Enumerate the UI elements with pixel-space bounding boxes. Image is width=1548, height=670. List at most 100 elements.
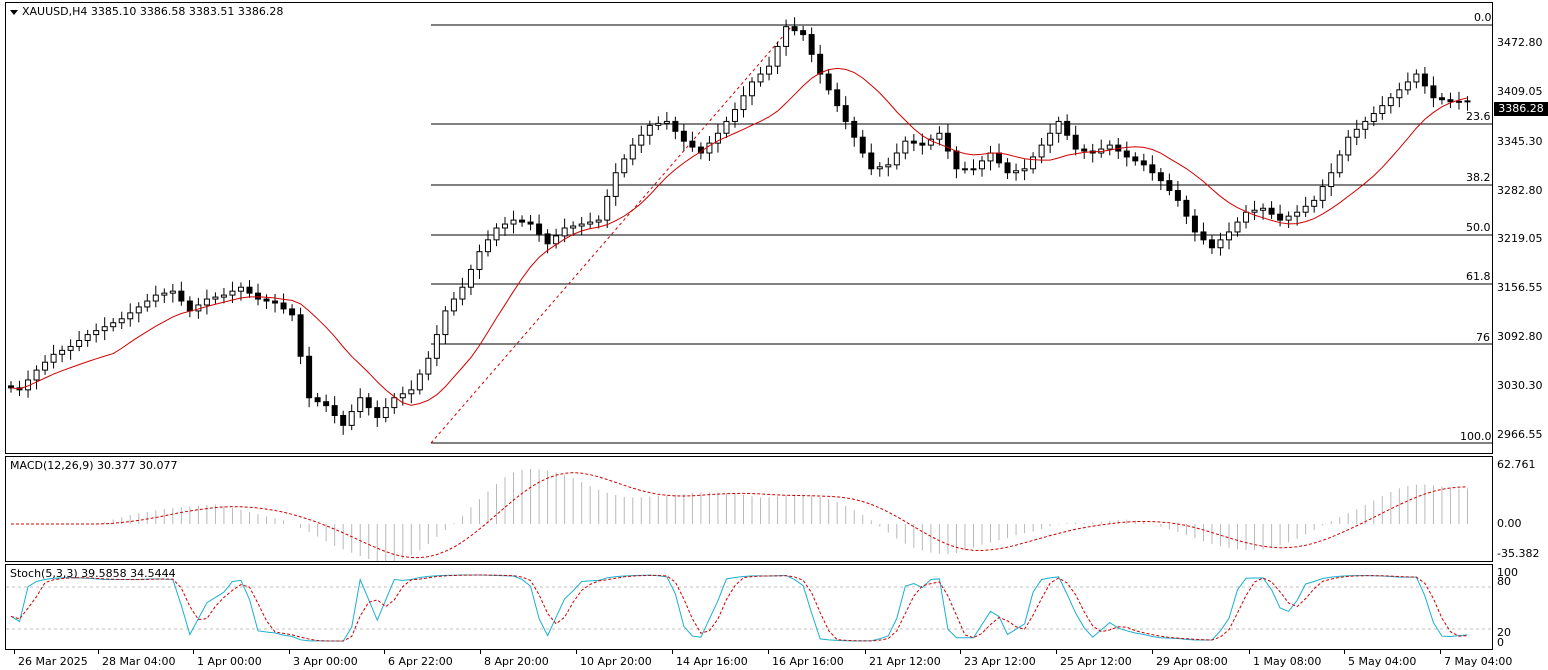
bear-candle — [791, 26, 798, 32]
bear-candle — [323, 401, 330, 407]
bull-candle — [1294, 211, 1301, 217]
bear-candle — [1149, 164, 1156, 174]
bull-candle — [1047, 132, 1054, 146]
bull-candle — [101, 326, 108, 332]
bull-candle — [1387, 97, 1394, 107]
bull-candle — [416, 373, 423, 391]
fib-label: 61.8 — [1466, 270, 1491, 283]
x-tick-label: 14 Apr 16:00 — [676, 655, 748, 668]
macd-y-tick: -35.382 — [1497, 547, 1540, 560]
y-tick-label: 3409.05 — [1497, 85, 1543, 98]
bull-candle — [1319, 186, 1326, 201]
macd-y-tick: 62.761 — [1497, 458, 1536, 471]
bull-candle — [442, 310, 449, 336]
x-tick-mark — [480, 650, 481, 654]
bear-candle — [842, 105, 849, 122]
x-tick-label: 1 Apr 00:00 — [197, 655, 262, 668]
bull-candle — [604, 195, 611, 221]
bull-candle — [1106, 144, 1113, 150]
bull-candle — [740, 95, 747, 111]
x-tick-mark — [193, 650, 194, 654]
stochastic-chart[interactable] — [6, 565, 1492, 649]
bull-candle — [33, 369, 40, 381]
bear-candle — [808, 34, 815, 55]
bear-candle — [178, 290, 185, 302]
bear-candle — [1430, 85, 1437, 99]
bull-candle — [161, 292, 168, 296]
bear-candle — [689, 140, 696, 148]
fib-label: 50.0 — [1466, 221, 1491, 234]
bear-candle — [1140, 160, 1147, 166]
bull-candle — [357, 397, 364, 413]
bear-candle — [800, 30, 807, 36]
bull-candle — [467, 268, 474, 288]
symbol-line: XAUUSD,H4 3385.10 3386.58 3383.51 3386.2… — [22, 5, 284, 18]
bull-candle — [93, 330, 100, 336]
bear-candle — [1004, 162, 1011, 174]
bear-candle — [536, 223, 543, 235]
bull-candle — [433, 334, 440, 359]
bear-candle — [1064, 120, 1071, 136]
x-tick-label: 6 Apr 22:00 — [388, 655, 453, 668]
bull-candle — [152, 294, 159, 302]
bear-candle — [672, 120, 679, 132]
bull-candle — [612, 172, 619, 197]
bull-candle — [348, 411, 355, 426]
bull-candle — [76, 340, 83, 347]
bull-candle — [1345, 136, 1352, 156]
bear-candle — [527, 221, 534, 225]
bear-candle — [1072, 134, 1079, 150]
x-tick-mark — [1344, 650, 1345, 654]
bear-candle — [340, 415, 347, 426]
fib-label: 76 — [1476, 331, 1490, 344]
candlestick-chart[interactable] — [6, 3, 1492, 453]
x-tick-mark — [1440, 650, 1441, 654]
bear-candle — [306, 355, 313, 399]
bear-candle — [246, 286, 253, 294]
bull-candle — [876, 166, 883, 170]
bear-candle — [834, 89, 841, 107]
bull-candle — [212, 296, 219, 300]
y-tick-label: 3156.55 — [1497, 281, 1543, 294]
bull-candle — [587, 221, 594, 225]
bull-candle — [1234, 221, 1241, 233]
bear-candle — [1447, 99, 1454, 103]
macd-label: MACD(12,26,9) 30.377 30.077 — [10, 459, 178, 472]
bull-candle — [118, 318, 125, 324]
macd-pane[interactable]: MACD(12,26,9) 30.377 30.077 — [5, 456, 1493, 562]
bull-candle — [1260, 207, 1267, 211]
bear-candle — [365, 397, 372, 409]
x-tick-mark — [1056, 650, 1057, 654]
bear-candle — [331, 405, 338, 417]
bear-candle — [272, 300, 279, 304]
x-tick-mark — [1249, 650, 1250, 654]
bull-candle — [893, 152, 900, 166]
bull-candle — [1285, 215, 1292, 221]
stoch-y-tick: 20 — [1497, 626, 1511, 639]
stochastic-pane[interactable]: Stoch(5,3,3) 39.5858 34.5444 — [5, 564, 1493, 650]
x-tick-mark — [384, 650, 385, 654]
bear-candle — [1200, 231, 1207, 241]
bull-candle — [1021, 168, 1028, 172]
bull-candle — [84, 334, 91, 342]
collapse-triangle-icon[interactable] — [10, 9, 18, 15]
bull-candle — [382, 407, 389, 418]
macd-chart[interactable] — [6, 457, 1492, 561]
bear-candle — [868, 152, 875, 170]
price-chart-pane[interactable]: XAUUSD,H4 3385.10 3386.58 3383.51 3386.2… — [5, 2, 1493, 454]
bear-candle — [1132, 156, 1139, 162]
bull-candle — [408, 389, 415, 395]
bull-candle — [169, 290, 176, 294]
bull-candle — [1464, 100, 1471, 103]
bull-candle — [638, 134, 645, 146]
bull-candle — [476, 251, 483, 270]
bear-candle — [297, 314, 304, 357]
y-tick-label: 3092.80 — [1497, 330, 1543, 343]
bull-candle — [885, 164, 892, 168]
bear-candle — [910, 140, 917, 144]
macd-signal-line — [11, 472, 1468, 559]
bull-candle — [1379, 105, 1386, 115]
bull-candle — [1311, 199, 1318, 207]
bear-candle — [1183, 199, 1190, 217]
bull-candle — [1396, 89, 1403, 99]
